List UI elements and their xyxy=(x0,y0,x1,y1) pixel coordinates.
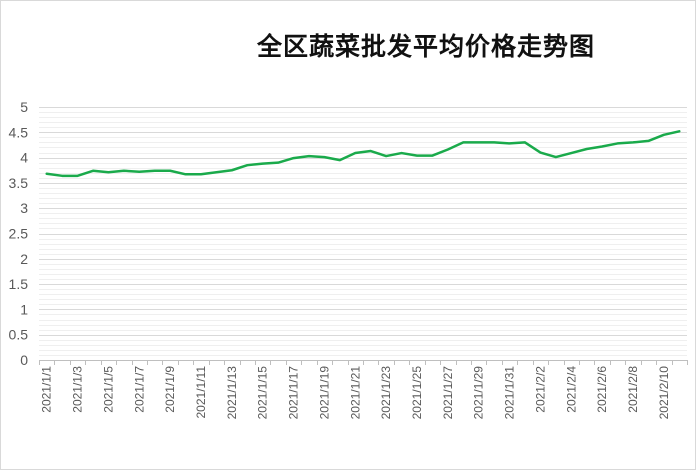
data-point xyxy=(385,155,387,157)
data-point xyxy=(678,130,680,132)
data-point xyxy=(138,171,140,173)
data-point xyxy=(154,170,156,172)
y-tick-label: 1.5 xyxy=(9,276,29,292)
x-tick-label: 2021/1/27 xyxy=(441,366,455,420)
series-line xyxy=(45,130,681,178)
data-point xyxy=(431,154,433,156)
data-point xyxy=(400,152,402,154)
data-point xyxy=(169,170,171,172)
x-tick-label: 2021/2/2 xyxy=(533,366,547,413)
x-tick-label: 2021/1/19 xyxy=(317,366,331,420)
x-tick-label: 2021/1/5 xyxy=(101,366,115,413)
data-point xyxy=(478,141,480,143)
data-point xyxy=(246,164,248,166)
x-tick-label: 2021/1/25 xyxy=(410,366,424,420)
chart-title: 全区蔬菜批发平均价格走势图 xyxy=(256,32,595,61)
x-tick-label: 2021/1/17 xyxy=(287,366,301,420)
data-point xyxy=(123,170,125,172)
data-point xyxy=(262,162,264,164)
data-point xyxy=(462,141,464,143)
x-tick-label: 2021/2/8 xyxy=(626,366,640,413)
data-point xyxy=(308,155,310,157)
x-tick-label: 2021/1/1 xyxy=(40,366,54,413)
data-point xyxy=(200,173,202,175)
data-point xyxy=(292,157,294,159)
data-point xyxy=(663,134,665,136)
data-point xyxy=(601,145,603,147)
x-tick-label: 2021/1/7 xyxy=(132,366,146,413)
data-point xyxy=(570,152,572,154)
data-point xyxy=(354,152,356,154)
data-point xyxy=(76,175,78,177)
data-point xyxy=(107,171,109,173)
y-tick-label: 2.5 xyxy=(9,226,29,242)
x-tick-label: 2021/1/11 xyxy=(194,366,208,419)
x-tick-label: 2021/1/29 xyxy=(472,366,486,420)
y-tick-label: 0.5 xyxy=(9,327,29,343)
y-tick-label: 0 xyxy=(20,352,28,368)
y-tick-label: 3.5 xyxy=(9,175,29,191)
data-point xyxy=(524,141,526,143)
data-point xyxy=(493,141,495,143)
x-tick-label: 2021/2/10 xyxy=(657,366,671,420)
y-tick-label: 5 xyxy=(20,99,28,115)
y-tick-label: 4.5 xyxy=(9,124,29,140)
data-point xyxy=(339,159,341,161)
data-point xyxy=(184,173,186,175)
data-point xyxy=(616,142,618,144)
data-point xyxy=(277,161,279,163)
data-point xyxy=(555,156,557,158)
x-tick-label: 2021/1/23 xyxy=(379,366,393,420)
data-point xyxy=(539,151,541,153)
data-point xyxy=(632,141,634,143)
data-point xyxy=(215,171,217,173)
x-tick-label: 2021/1/9 xyxy=(163,366,177,413)
data-point xyxy=(508,142,510,144)
x-tick-label: 2021/1/13 xyxy=(225,366,239,420)
data-point xyxy=(370,150,372,152)
x-tick-label: 2021/1/21 xyxy=(348,366,362,420)
x-tick-label: 2021/1/15 xyxy=(256,366,270,420)
x-tick-label: 2021/2/6 xyxy=(595,366,609,413)
data-point xyxy=(231,169,233,171)
data-point xyxy=(647,140,649,142)
y-tick-label: 2 xyxy=(20,251,28,267)
x-tick-label: 2021/1/31 xyxy=(503,366,517,420)
data-point xyxy=(586,148,588,150)
data-point xyxy=(323,156,325,158)
data-point xyxy=(61,175,63,177)
y-tick-label: 3 xyxy=(20,200,28,216)
data-point xyxy=(46,173,48,175)
data-point xyxy=(92,170,94,172)
x-tick-label: 2021/2/4 xyxy=(564,366,578,413)
y-tick-label: 4 xyxy=(20,150,28,166)
data-point xyxy=(447,148,449,150)
x-tick-label: 2021/1/3 xyxy=(71,366,85,413)
data-point xyxy=(416,154,418,156)
y-tick-label: 1 xyxy=(20,301,28,317)
